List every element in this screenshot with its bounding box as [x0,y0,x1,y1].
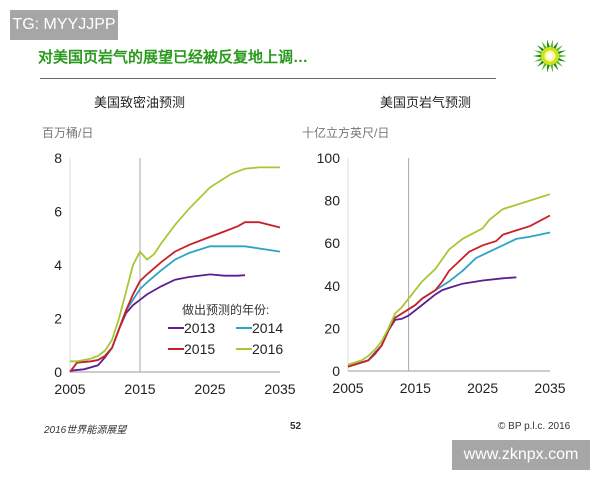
x-tick-label: 2025 [467,380,498,396]
legend-title: 做出预测的年份: [182,302,269,317]
series-line-2016 [70,166,280,363]
title-divider [40,78,496,79]
watermark-bottom: www.zknpx.com [452,440,590,470]
chart1-unit-label: 百万桶/日 [42,126,94,140]
legend-label-2015: 2015 [184,341,215,357]
chart1-title: 美国致密油预测 [94,95,186,110]
bp-helios-logo-icon [533,39,567,73]
footer-copyright: © BP p.l.c. 2016 [498,421,571,432]
series-line-2013 [69,273,246,372]
slide-title: 对美国页岩气的展望已经被反复地上调… [38,49,309,66]
y-tick-label: 2 [54,311,62,327]
x-tick-label: 2005 [54,381,85,397]
x-tick-label: 2035 [264,381,295,397]
legend: 做出预测的年份: 2013 2014 2015 2016 [168,302,283,357]
footer-page-number: 52 [290,421,302,432]
x-tick-label: 2015 [124,381,155,397]
legend-label-2014: 2014 [252,320,283,336]
x-tick-label: 2015 [400,380,431,396]
y-tick-label: 40 [324,278,340,294]
y-tick-label: 100 [317,150,341,166]
y-tick-label: 6 [54,204,62,220]
chart2-unit-label: 十亿立方英尺/日 [302,126,390,140]
chart2-title: 美国页岩气预测 [380,95,472,110]
chart2: 0 20 40 60 80 100 2005 2015 2025 2035 [317,150,566,396]
x-tick-label: 2025 [194,381,225,397]
x-tick-label: 2035 [534,380,565,396]
x-tick-label: 2005 [332,380,363,396]
y-tick-label: 0 [54,364,62,380]
watermark-top: TG: MYYJJPP [10,10,118,40]
y-tick-label: 20 [324,320,340,336]
legend-label-2016: 2016 [252,341,283,357]
series-line-2015 [347,214,551,368]
y-tick-label: 0 [332,363,340,379]
footer-report-name: 2016世界能源展望 [44,425,127,436]
y-tick-label: 60 [324,235,340,251]
chart1: 0 2 4 6 8 2005 2015 2025 2035 [54,150,296,397]
y-tick-label: 4 [54,257,62,273]
y-tick-label: 80 [324,193,340,209]
series-line-2016 [347,193,551,366]
y-tick-label: 8 [54,150,62,166]
series-line-2015 [69,221,281,373]
series-line-2013 [347,276,517,368]
legend-label-2013: 2013 [184,320,215,336]
